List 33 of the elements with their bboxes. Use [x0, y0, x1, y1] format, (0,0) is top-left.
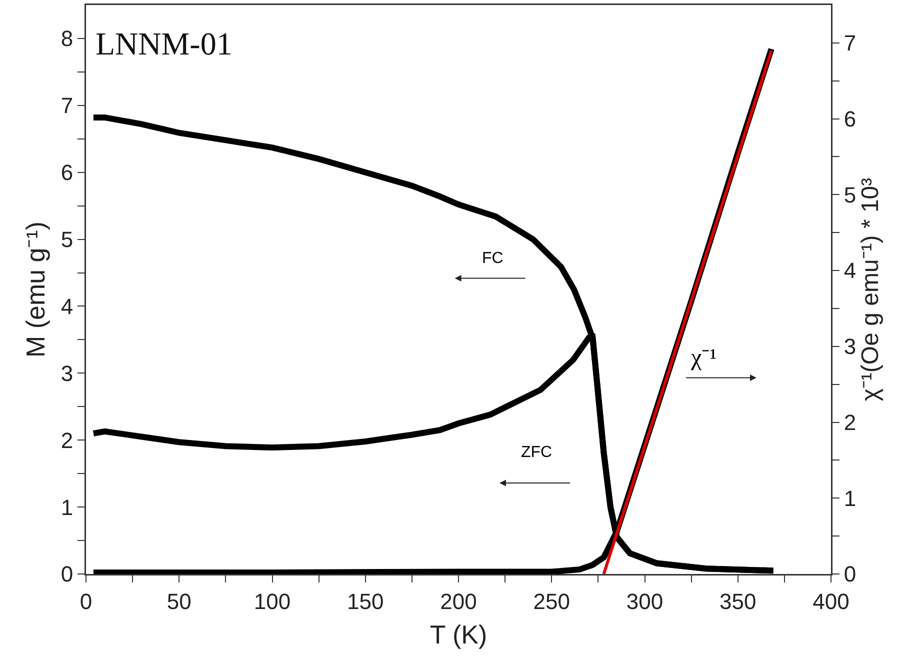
- y2-tick-label: 4: [844, 258, 856, 284]
- y-tick-label: 2: [60, 428, 74, 453]
- x-tick-label: 0: [80, 588, 92, 614]
- x-tick-label: 200: [440, 588, 477, 614]
- y-tick-label: 7: [60, 93, 74, 118]
- x-tick-label: 350: [720, 588, 756, 614]
- y-tick-label: 4: [60, 294, 74, 319]
- x-tick-label: 150: [347, 588, 384, 614]
- y-tick-label: 5: [60, 226, 74, 252]
- x-tick-label: 50: [166, 588, 192, 614]
- y-axis-title: M (emu g⁻¹): [20, 221, 50, 358]
- y2-tick-label: 6: [844, 106, 856, 132]
- y-tick-label: 3: [60, 360, 74, 386]
- y-tick-label: 0: [60, 562, 74, 587]
- series-label: χ⁻¹: [690, 345, 717, 371]
- y2-tick-label: 5: [844, 182, 856, 208]
- x-tick-label: 100: [254, 588, 291, 614]
- y-tick-label: 8: [60, 26, 74, 52]
- y2-tick-label: 0: [844, 562, 856, 587]
- y2-tick-label: 1: [844, 486, 856, 511]
- x-axis-title: T (K): [430, 619, 488, 650]
- y2-tick-label: 2: [844, 410, 856, 435]
- y2-tick-label: 7: [844, 30, 856, 56]
- text: LNNM-01: [95, 25, 232, 62]
- y2-tick-label: 3: [844, 334, 856, 360]
- y2-axis-title: χ⁻¹(Oe g emu⁻¹) * 10³: [857, 178, 884, 402]
- y-tick-label: 1: [60, 494, 74, 520]
- x-tick-label: 250: [533, 588, 570, 614]
- series-label: FC: [482, 250, 504, 267]
- x-tick-label: 300: [626, 588, 664, 614]
- y-tick-label: 6: [60, 160, 74, 186]
- x-tick-label: 400: [812, 588, 850, 614]
- text: ZFC: [521, 444, 552, 461]
